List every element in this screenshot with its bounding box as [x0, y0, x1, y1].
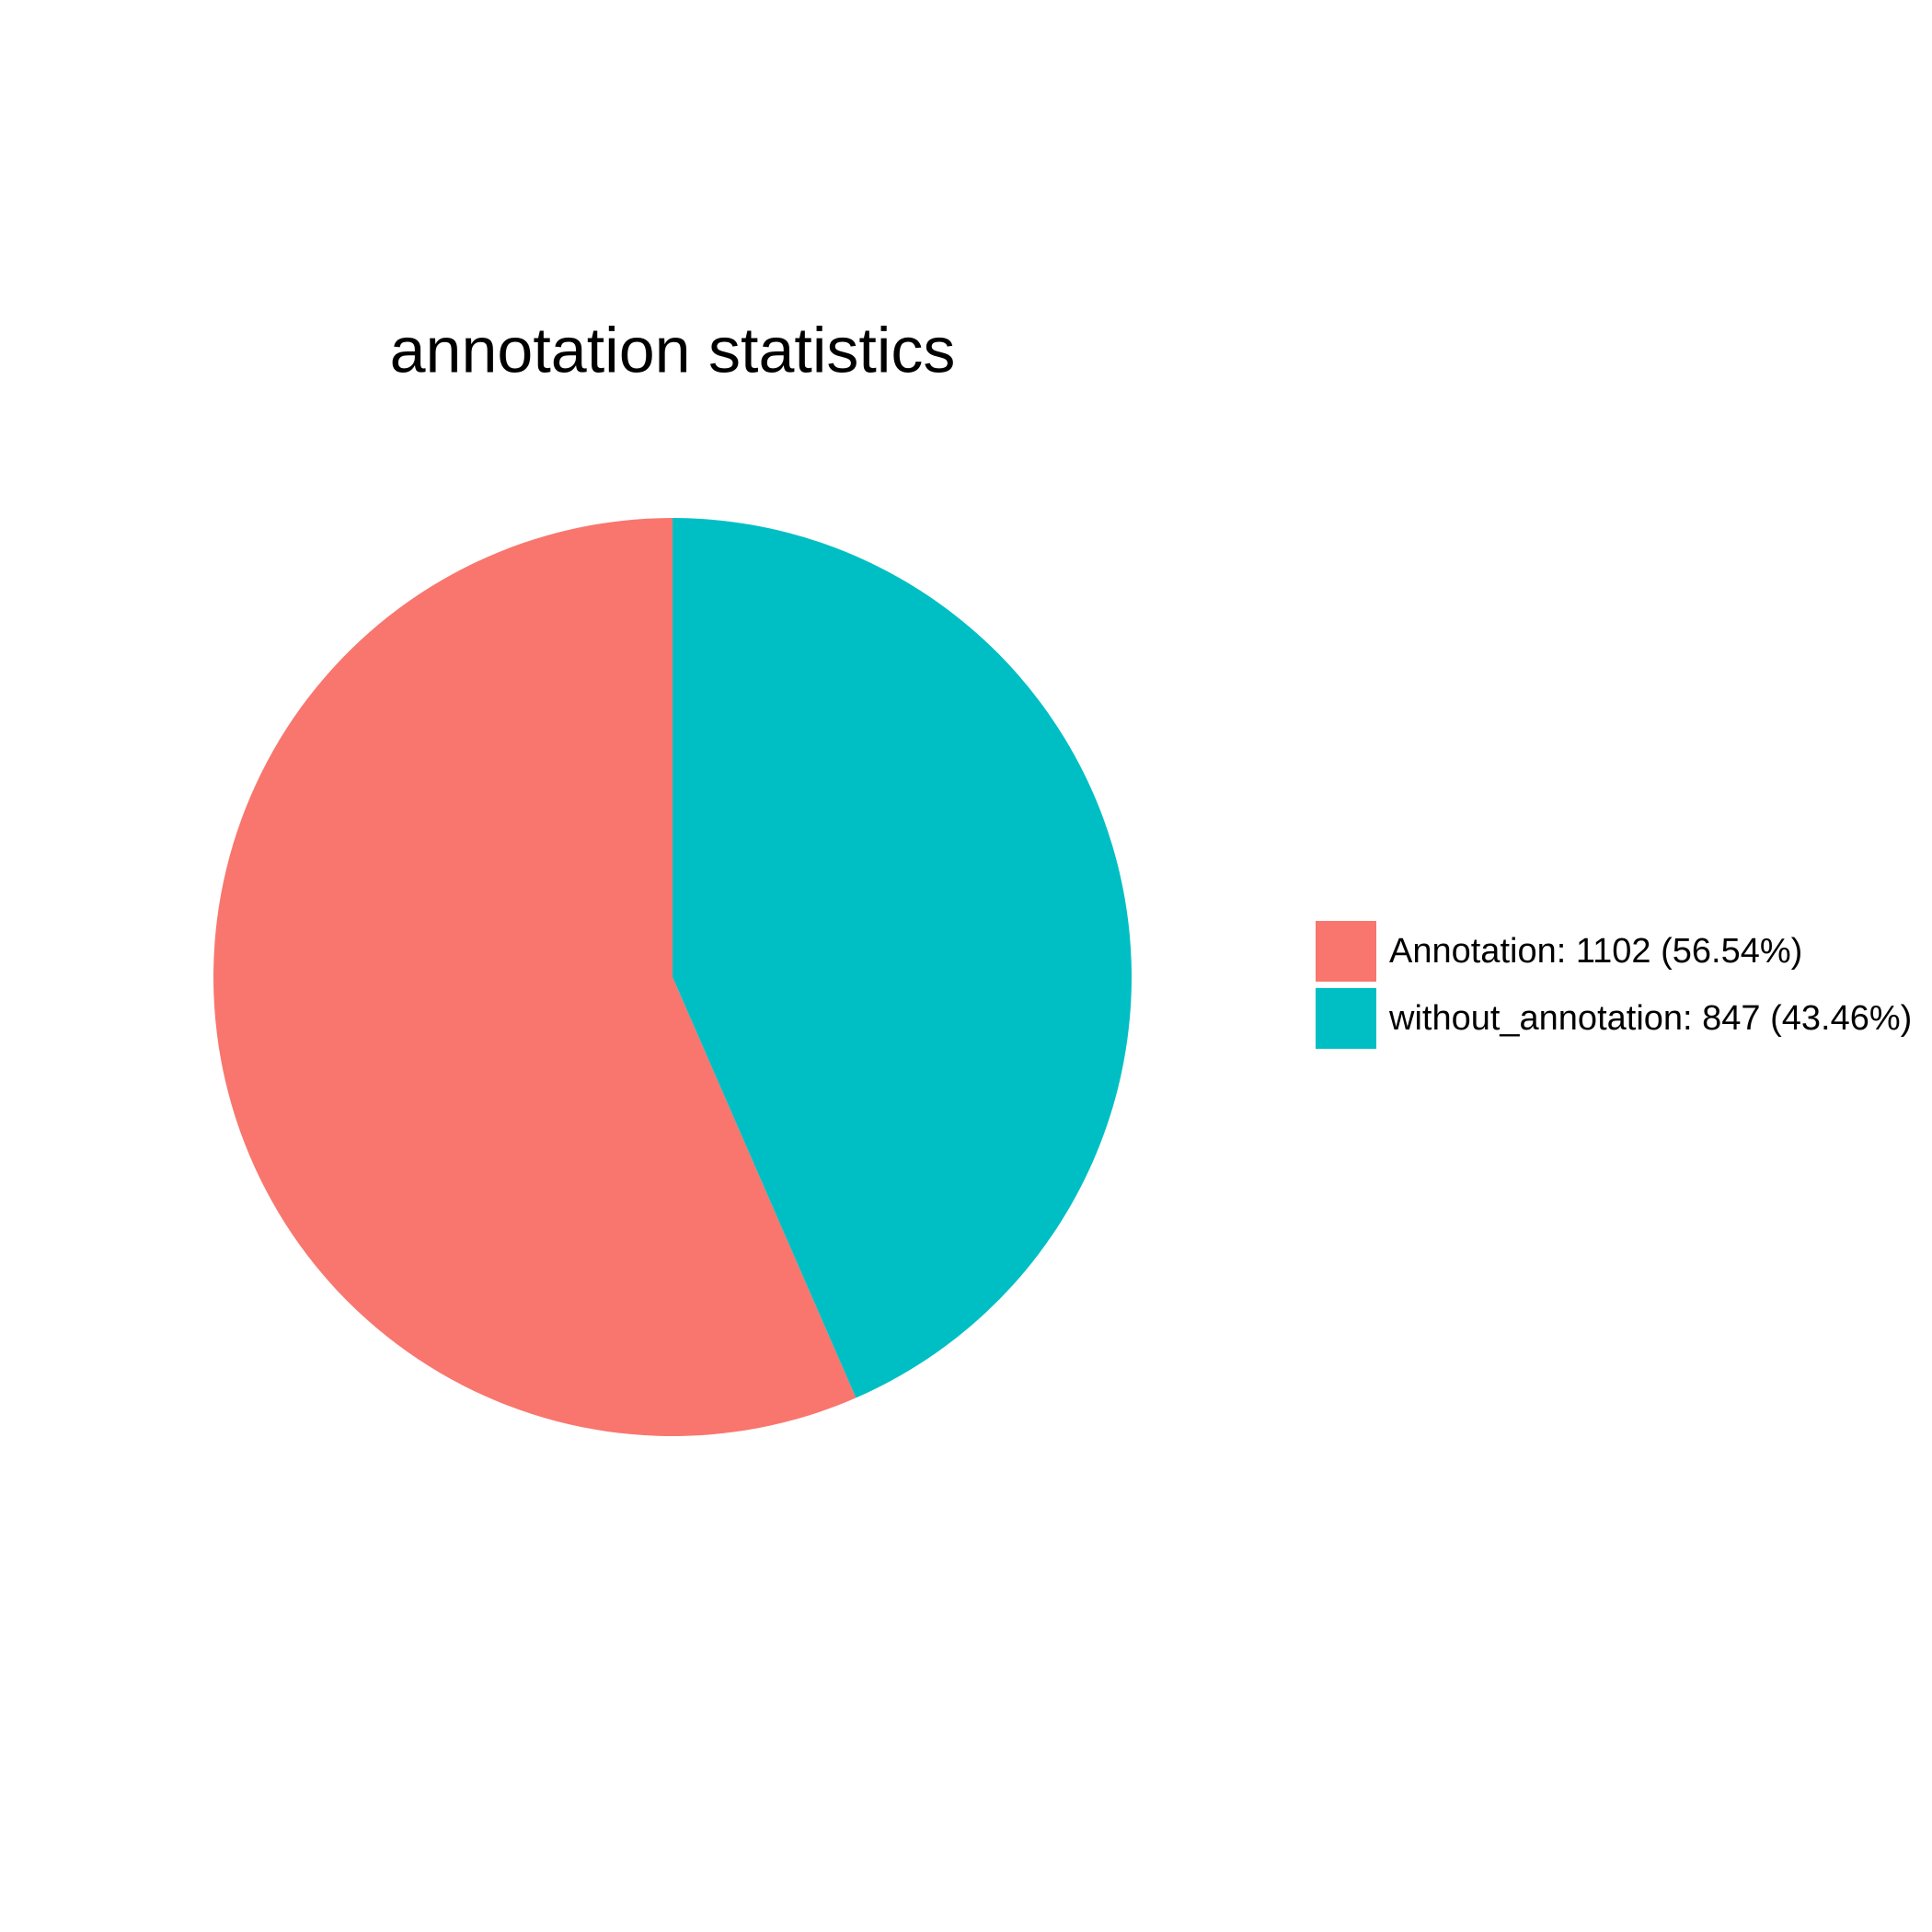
chart-title: annotation statistics — [390, 314, 956, 385]
pie-slice — [213, 518, 857, 1436]
legend-swatch — [1316, 921, 1376, 982]
pie-slice — [673, 518, 1133, 1398]
legend-label: without_annotation: 847 (43.46%) — [1388, 999, 1912, 1038]
legend-label: Annotation: 1102 (56.54%) — [1389, 932, 1802, 971]
legend-swatch — [1316, 988, 1376, 1049]
